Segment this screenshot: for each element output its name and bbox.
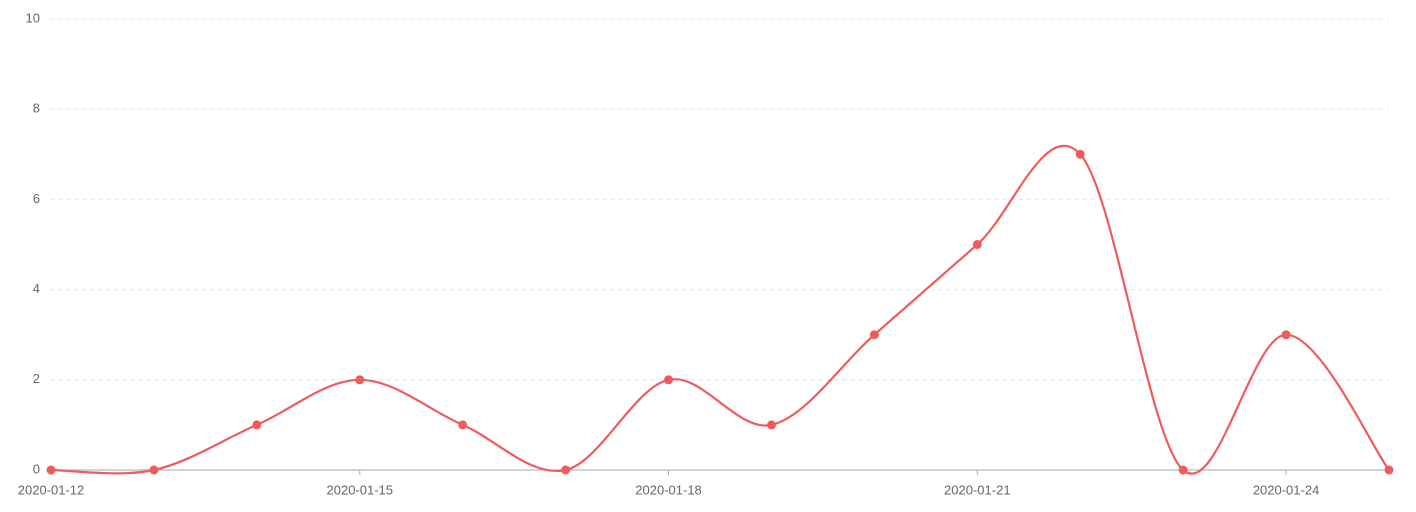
point bbox=[561, 465, 571, 475]
y-tick-label: 4 bbox=[33, 281, 40, 296]
point bbox=[1384, 465, 1394, 475]
point bbox=[355, 375, 365, 385]
y-tick-label: 0 bbox=[33, 461, 40, 476]
point bbox=[1178, 465, 1188, 475]
y-tick-label: 8 bbox=[33, 101, 40, 116]
x-tick-label: 2020-01-15 bbox=[327, 482, 394, 497]
point bbox=[46, 465, 56, 475]
point bbox=[1075, 149, 1085, 159]
point bbox=[766, 420, 776, 430]
point bbox=[664, 375, 674, 385]
x-tick-label: 2020-01-24 bbox=[1253, 482, 1320, 497]
point bbox=[869, 330, 879, 340]
x-tick-label: 2020-01-21 bbox=[944, 482, 1011, 497]
point bbox=[458, 420, 468, 430]
point bbox=[149, 465, 159, 475]
y-tick-label: 2 bbox=[33, 371, 40, 386]
x-tick-label: 2020-01-12 bbox=[18, 482, 85, 497]
x-tick-label: 2020-01-18 bbox=[635, 482, 702, 497]
point bbox=[1281, 330, 1291, 340]
point bbox=[252, 420, 262, 430]
y-tick-label: 10 bbox=[26, 10, 40, 25]
y-tick-label: 6 bbox=[33, 191, 40, 206]
line bbox=[50, 144, 1390, 475]
point bbox=[972, 240, 982, 249]
